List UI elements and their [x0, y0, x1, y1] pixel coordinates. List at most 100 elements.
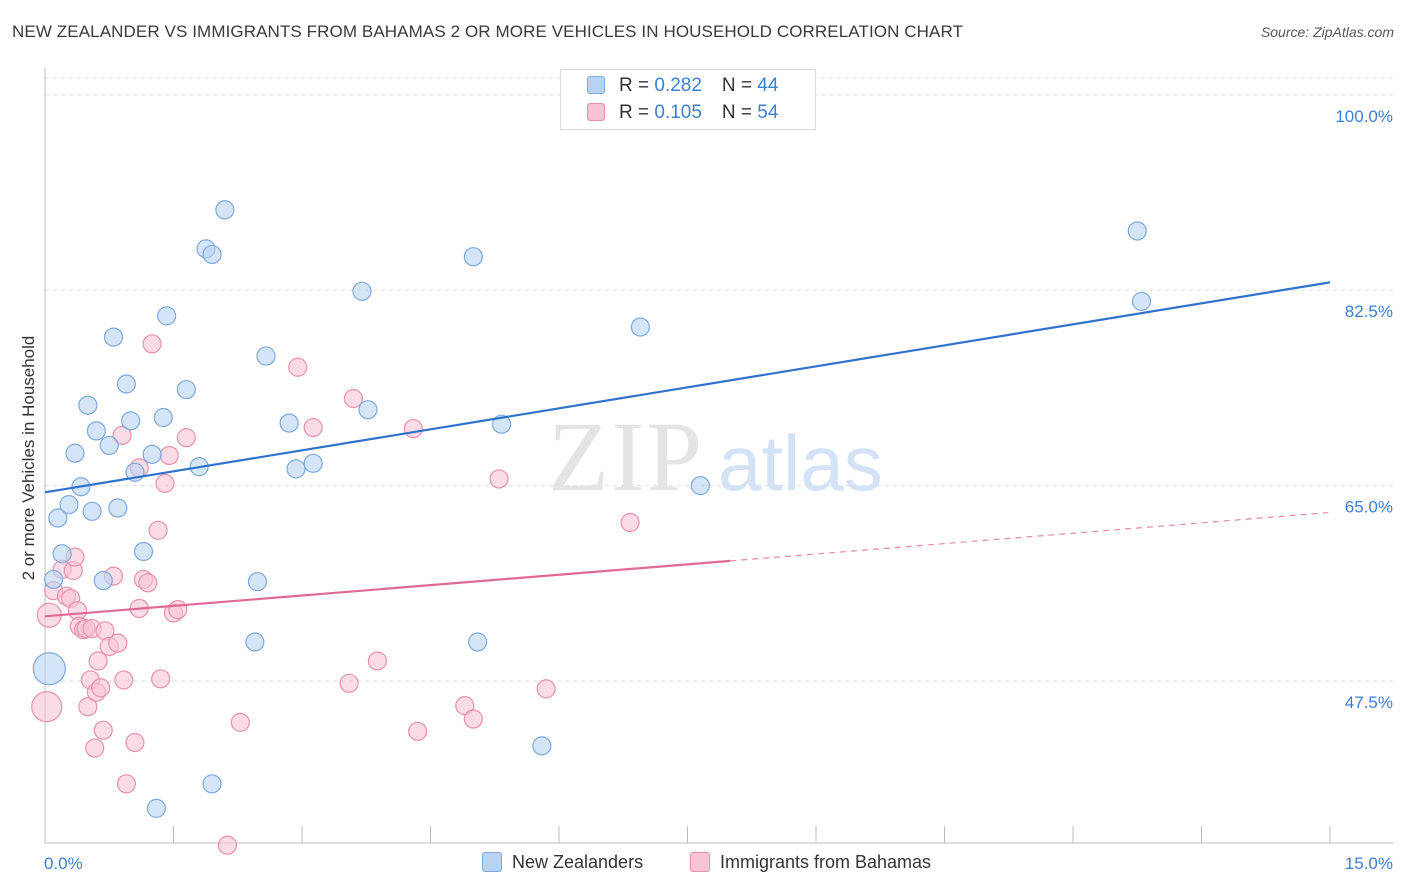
new-zealander-point [202, 774, 222, 794]
new-zealander-point [142, 444, 162, 464]
legend-n-label: N = [721, 102, 758, 123]
new-zealander-point [116, 374, 136, 394]
new-zealander-point [48, 508, 68, 528]
new-zealander-point [352, 281, 372, 301]
bahamas-point [148, 520, 168, 540]
bahamas-point [78, 697, 98, 717]
bahamas-point [88, 651, 108, 671]
legend-r-label: R = [619, 102, 655, 123]
bahamas-point [343, 388, 363, 409]
y-tick-label: 82.5% [1345, 302, 1393, 321]
bahamas-point [367, 651, 387, 671]
bottom-legend-new-zealanders: New Zealanders [482, 852, 643, 873]
new-zealander-point [157, 306, 177, 326]
x-tick-label-min: 0.0% [44, 854, 83, 873]
new-zealander-point [468, 632, 488, 652]
legend-r-value: 0.105 [654, 102, 702, 123]
new-zealander-point [256, 346, 276, 366]
x-tick-label-max: 15.0% [1345, 854, 1393, 873]
bahamas-point [536, 679, 556, 699]
new-zealander-point [303, 453, 323, 473]
watermark: ZIP atlas [548, 401, 883, 512]
new-zealander-point [82, 501, 102, 521]
bahamas-point [138, 573, 158, 593]
bahamas-point [125, 732, 145, 753]
new-zealander-point [133, 541, 154, 562]
new-zealander-point [176, 379, 196, 400]
new-zealander-trend-solid [44, 281, 1331, 494]
legend-row-bahamas: R = 0.105 N = 54 [587, 102, 778, 128]
new-zealander-point [202, 244, 222, 265]
source-label: Source: ZipAtlas.com [1260, 24, 1394, 40]
bottom-legend-swatch-pink [690, 852, 710, 872]
new-zealander-point [215, 200, 235, 220]
y-axis-label: 2 or more Vehicles in Household [19, 336, 38, 581]
new-zealander-point [146, 798, 166, 818]
y-tick-label: 47.5% [1345, 693, 1393, 712]
new-zealander-points [32, 200, 1152, 818]
new-zealander-point [99, 435, 119, 456]
bahamas-point [403, 419, 423, 439]
new-zealander-point [463, 247, 483, 267]
bahamas-point [142, 334, 162, 354]
bottom-legend-label: Immigrants from Bahamas [720, 852, 932, 872]
bahamas-trend-dashed [730, 511, 1331, 562]
new-zealander-point [153, 407, 173, 428]
bahamas-point [31, 691, 63, 723]
bahamas-point [151, 669, 171, 689]
legend-n-label: N = [721, 75, 758, 96]
legend-r-label: R = [619, 75, 655, 96]
new-zealander-point [279, 413, 299, 433]
new-zealander-point [121, 411, 141, 431]
bahamas-point [489, 469, 509, 489]
bahamas-point [155, 473, 175, 493]
new-zealander-point [286, 459, 306, 479]
new-zealander-point [93, 570, 113, 591]
bahamas-point [168, 599, 188, 620]
bahamas-point [116, 774, 136, 794]
stats-legend: R = 0.282 N = 44 R = 0.105 N = 54 [560, 69, 816, 130]
bahamas-point [108, 633, 128, 653]
bahamas-point [288, 357, 308, 377]
chart-title: NEW ZEALANDER VS IMMIGRANTS FROM BAHAMAS… [12, 22, 964, 41]
new-zealander-point [492, 414, 512, 434]
bottom-legend-label: New Zealanders [512, 852, 644, 872]
bahamas-point [303, 417, 323, 438]
new-zealander-point [245, 632, 265, 652]
new-zealander-point [103, 327, 124, 347]
bahamas-point [463, 709, 483, 729]
bahamas-point [112, 425, 132, 445]
new-zealander-point [86, 421, 107, 441]
new-zealander-point [52, 544, 72, 564]
bahamas-point [85, 738, 105, 758]
bahamas-point [114, 670, 134, 690]
watermark-atlas: atlas [718, 419, 883, 507]
new-zealander-point [358, 400, 378, 420]
new-zealander-point [532, 736, 552, 756]
bottom-legend-swatch-blue [482, 852, 502, 872]
new-zealander-point [690, 476, 710, 496]
y-tick-label: 65.0% [1345, 498, 1393, 517]
legend-r-value: 0.282 [654, 75, 702, 96]
axis-labels: 47.5% 65.0% 82.5% 100.0% 0.0% 15.0% [44, 107, 1393, 873]
legend-swatch-blue [587, 76, 605, 94]
bahamas-points [31, 334, 640, 855]
new-zealander-point [1127, 221, 1147, 241]
bahamas-point [93, 720, 113, 740]
bahamas-point [230, 712, 250, 732]
new-zealander-point [65, 443, 85, 463]
grid-lines [45, 77, 1393, 682]
new-zealander-point [630, 317, 650, 337]
bahamas-point [455, 696, 475, 716]
bottom-legend-bahamas: Immigrants from Bahamas [690, 852, 931, 873]
trend-lines [44, 281, 1331, 618]
bahamas-point [217, 835, 238, 855]
new-zealander-point [59, 495, 79, 515]
bahamas-point [176, 428, 196, 448]
legend-n-value: 44 [757, 75, 779, 96]
bahamas-point [339, 673, 359, 693]
legend-swatch-pink [587, 103, 605, 121]
new-zealander-point [1131, 291, 1152, 311]
bahamas-point [408, 721, 428, 741]
